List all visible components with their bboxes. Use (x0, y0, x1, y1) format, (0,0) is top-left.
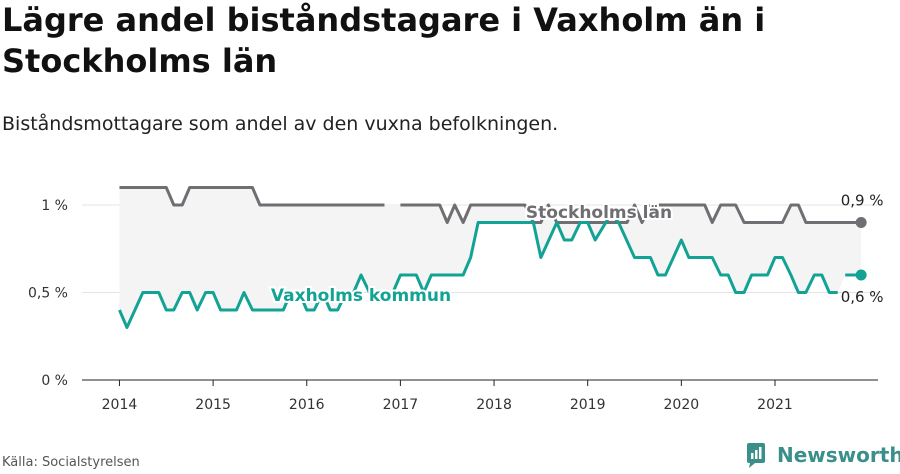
line-chart: 0 % 0,5 % 1 % 2014 2015 2016 2017 2018 2019 2020 2… (28, 186, 884, 413)
vaxholms-kommun-series-label: Vaxholms kommun (271, 286, 451, 306)
x-tick-label: 2016 (289, 397, 325, 413)
x-tick-label: 2021 (757, 397, 793, 413)
source-note: Källa: Socialstyrelsen (2, 455, 140, 470)
stockholms-lan-end-label: 0,9 % (841, 192, 884, 210)
brand-name: Newsworthy (777, 443, 900, 467)
chart-subtitle: Biståndsmottagare som andel av den vuxna… (2, 113, 559, 135)
x-tick-label: 2014 (102, 397, 138, 413)
x-tick-label: 2015 (195, 397, 231, 413)
stockholms-lan-series-label: Stockholms län (526, 203, 672, 223)
stockholms-lan-endpoint (855, 217, 867, 228)
y-tick-label: 0 % (41, 373, 68, 389)
x-tick-label: 2017 (383, 397, 419, 413)
chart-title: Lägre andel biståndstagare i Vaxholm än … (2, 1, 766, 80)
stockholms-lan-line (119, 186, 862, 224)
y-tick-label: 0,5 % (28, 286, 68, 302)
x-tick-label: 2020 (664, 397, 700, 413)
x-tick-label: 2018 (476, 397, 512, 413)
y-tick-label: 1 % (41, 198, 68, 214)
vaxholms-kommun-end-label: 0,6 % (841, 288, 884, 306)
newsworthy-brand[interactable]: Newsworthy (745, 441, 900, 469)
shaded-band (119, 187, 862, 328)
x-tick-label: 2019 (570, 397, 606, 413)
vaxholms-kommun-endpoint (855, 269, 867, 281)
newsworthy-logo-icon (747, 443, 765, 468)
